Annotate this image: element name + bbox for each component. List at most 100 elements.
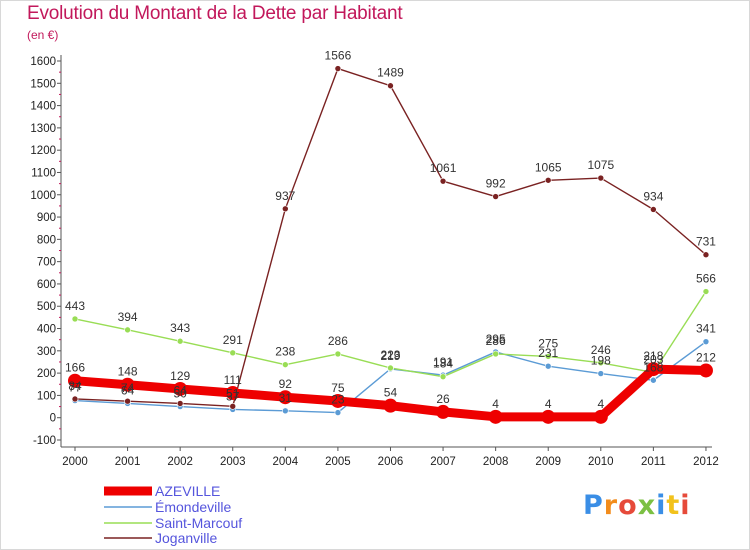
data-point: [702, 338, 710, 345]
y-tick-label: 400: [37, 324, 56, 336]
data-label: 203: [643, 352, 663, 366]
data-label: 443: [65, 299, 85, 313]
data-point: [282, 361, 289, 368]
data-point: [544, 353, 552, 360]
data-point: [173, 381, 188, 396]
x-tick-label: 2003: [220, 456, 246, 468]
data-label: 31: [279, 391, 293, 405]
data-label: 4: [597, 397, 604, 411]
y-tick-label: 100: [37, 390, 56, 402]
data-point: [597, 359, 605, 367]
data-point: [176, 337, 184, 345]
data-point: [544, 176, 552, 184]
data-label: 394: [118, 310, 138, 324]
data-label: 231: [538, 346, 558, 360]
data-label: 246: [591, 343, 611, 357]
legend-label: AZEVILLE: [155, 483, 220, 499]
x-tick-label: 2008: [483, 456, 509, 468]
data-point: [334, 350, 342, 358]
data-label: 937: [275, 189, 295, 203]
x-tick-label: 2012: [693, 456, 719, 468]
x-tick-label: 2009: [535, 456, 561, 468]
x-tick-label: 2005: [325, 456, 351, 468]
legend-label: Émondeville: [155, 499, 231, 515]
data-point: [488, 409, 503, 424]
data-point: [439, 373, 447, 380]
data-label: 566: [696, 272, 716, 286]
data-point: [544, 362, 552, 370]
data-point: [383, 398, 398, 413]
data-label: 111: [224, 373, 243, 387]
data-label: 92: [279, 377, 293, 391]
data-point: [71, 395, 79, 403]
y-tick-label: 900: [37, 212, 56, 224]
data-label: 168: [643, 360, 663, 374]
x-tick-label: 2001: [115, 456, 141, 468]
data-label: 77: [68, 381, 82, 395]
y-tick-label: 1500: [30, 78, 56, 90]
data-point: [593, 409, 608, 424]
data-point: [282, 407, 289, 415]
data-point: [124, 397, 131, 405]
y-tick-label: 1400: [30, 101, 56, 113]
data-label: 37: [226, 389, 240, 403]
data-label: 64: [173, 383, 187, 397]
data-label: 26: [436, 392, 450, 406]
y-tick-label: 600: [37, 279, 56, 291]
legend-label: Saint-Marcouf: [155, 515, 242, 531]
data-point: [702, 288, 710, 295]
data-label: 286: [328, 334, 348, 348]
y-tick-label: 1600: [30, 56, 56, 68]
x-tick-label: 2000: [62, 456, 88, 468]
data-point: [229, 349, 237, 357]
data-point: [225, 385, 240, 400]
data-point: [597, 370, 605, 377]
data-label: 219: [380, 349, 400, 363]
data-label: 148: [118, 365, 138, 379]
x-tick-label: 2006: [378, 456, 404, 468]
data-label: 64: [121, 383, 135, 397]
data-point: [282, 205, 289, 213]
data-label: 286: [486, 334, 506, 348]
data-point: [597, 174, 605, 182]
y-tick-label: 1000: [30, 190, 56, 202]
data-label: 184: [433, 357, 453, 371]
data-point: [68, 373, 82, 388]
y-tick-label: 0: [50, 413, 56, 425]
data-point: [387, 364, 394, 372]
x-tick-label: 2011: [641, 456, 666, 468]
x-tick-label: 2002: [167, 456, 193, 468]
data-label: 992: [486, 177, 506, 191]
data-point: [334, 65, 342, 72]
data-point: [702, 251, 710, 259]
unit-label: (en €): [27, 28, 59, 42]
y-tick-label: 1300: [30, 123, 56, 135]
data-point: [492, 193, 499, 200]
data-label: 129: [170, 369, 190, 383]
data-point: [650, 376, 657, 384]
data-label: 1566: [325, 49, 352, 63]
data-label: 166: [65, 361, 85, 375]
data-point: [698, 363, 713, 378]
data-label: 1065: [535, 160, 562, 174]
data-label: 1075: [587, 158, 614, 172]
data-point: [120, 377, 135, 392]
data-label: 54: [384, 386, 398, 400]
y-tick-label: 700: [37, 257, 56, 269]
data-label: 218: [643, 349, 663, 363]
data-point: [229, 403, 237, 410]
data-label: 343: [170, 321, 190, 335]
data-label: 1489: [377, 66, 404, 80]
y-tick-label: -100: [33, 435, 56, 447]
data-label: 341: [696, 322, 716, 336]
data-label: 4: [492, 397, 499, 411]
data-point: [330, 393, 345, 408]
data-point: [278, 390, 293, 405]
x-tick-label: 2010: [588, 456, 614, 468]
chart-title: Evolution du Montant de la Dette par Hab…: [27, 3, 403, 24]
y-tick-label: 1200: [30, 145, 56, 157]
data-label: 84: [68, 379, 82, 393]
data-point: [436, 404, 451, 419]
